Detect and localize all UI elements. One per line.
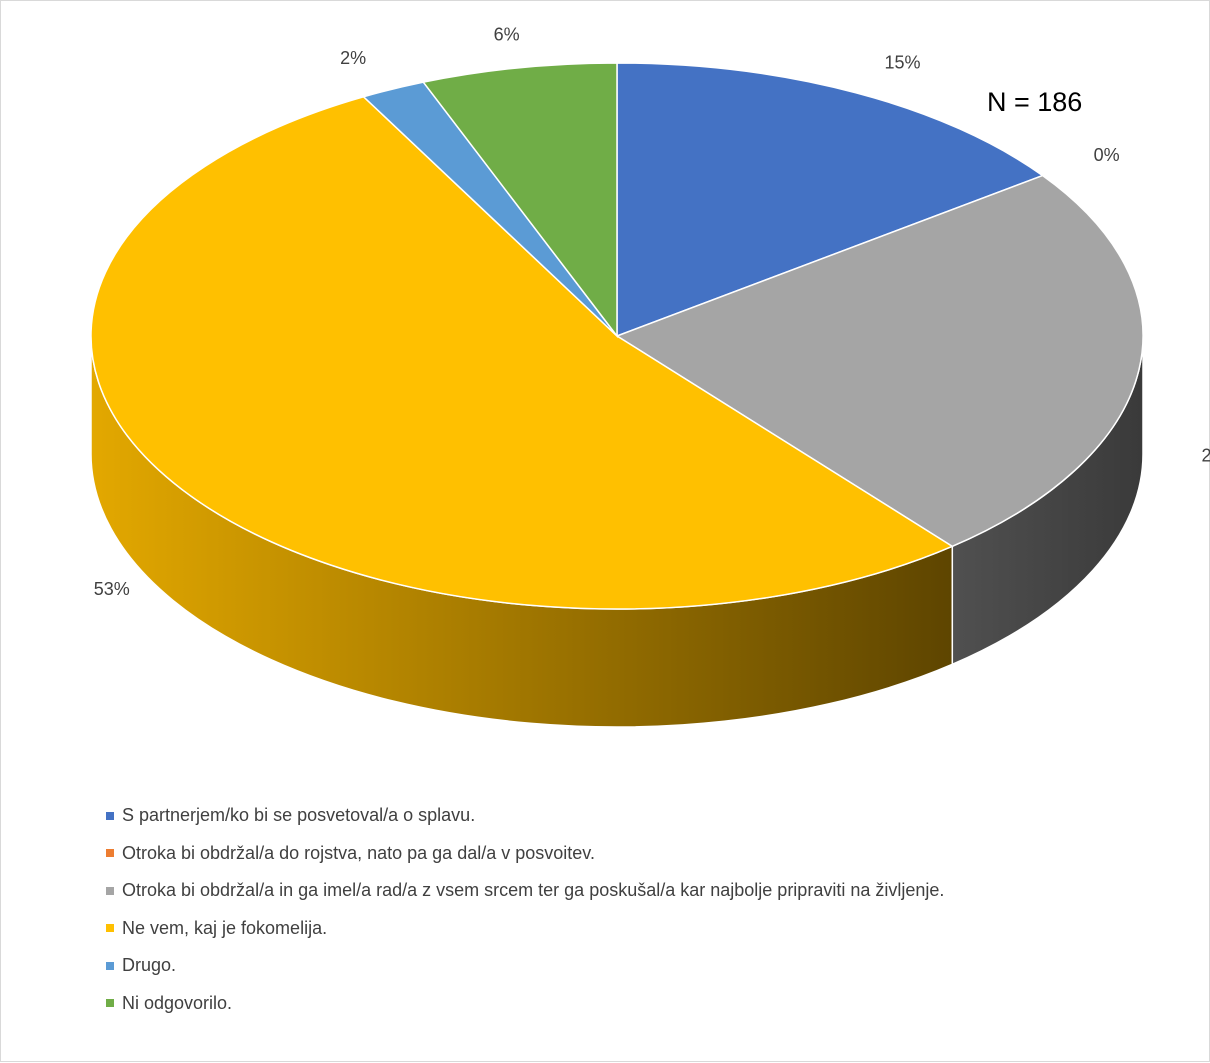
legend-swatch <box>106 924 114 933</box>
data-label: 24% <box>1201 446 1210 466</box>
legend-item: Drugo. <box>106 947 944 985</box>
legend-label: Otroka bi obdržal/a in ga imel/a rad/a z… <box>122 880 945 901</box>
legend-item: S partnerjem/ko bi se posvetoval/a o spl… <box>106 797 944 835</box>
data-label: 2% <box>340 48 366 68</box>
pie-slice-2 <box>615 174 1144 548</box>
data-label: 15% <box>884 52 920 72</box>
pie-slice-5 <box>422 62 618 339</box>
legend-swatch <box>106 961 114 970</box>
data-label: 53% <box>94 579 130 599</box>
pie-slice-0 <box>616 62 1045 338</box>
legend-label: Otroka bi obdržal/a do rojstva, nato pa … <box>122 842 595 863</box>
pie-slice-3 <box>90 95 954 610</box>
data-label: 0% <box>1094 145 1120 165</box>
legend-label: S partnerjem/ko bi se posvetoval/a o spl… <box>122 805 476 826</box>
data-label: 6% <box>494 24 520 44</box>
legend-label: Drugo. <box>122 955 177 976</box>
legend-swatch <box>106 886 114 895</box>
legend-label: Ni odgovorilo. <box>122 992 233 1013</box>
legend-item: Ne vem, kaj je fokomelija. <box>106 910 944 948</box>
legend-item: Ni odgovorilo. <box>106 985 944 1023</box>
sample-size-label: N = 186 <box>987 87 1083 117</box>
legend-swatch <box>106 849 114 858</box>
legend-label: Ne vem, kaj je fokomelija. <box>122 917 328 938</box>
legend-swatch <box>106 811 114 820</box>
legend: S partnerjem/ko bi se posvetoval/a o spl… <box>106 797 944 1022</box>
legend-item: Otroka bi obdržal/a in ga imel/a rad/a z… <box>106 872 944 910</box>
legend-swatch <box>106 999 114 1008</box>
legend-item: Otroka bi obdržal/a do rojstva, nato pa … <box>106 835 944 873</box>
